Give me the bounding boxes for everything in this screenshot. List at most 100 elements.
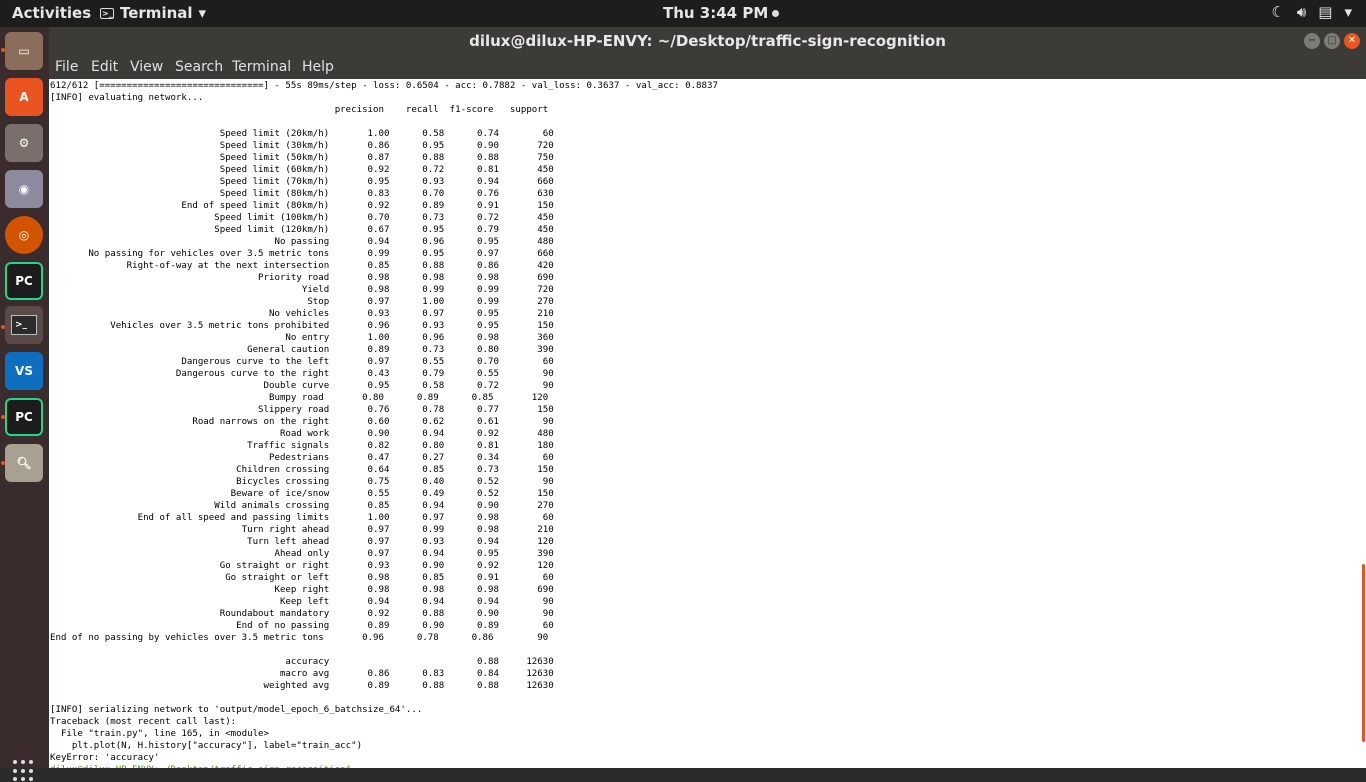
terminal-line: Turn left ahead 0.97 0.93 0.94 120 [247, 537, 554, 547]
vscode-icon[interactable]: VS [5, 352, 43, 390]
terminal-line: Go straight or left 0.98 0.85 0.91 60 [225, 573, 554, 583]
terminal-line: No entry 1.00 0.96 0.98 360 [285, 333, 554, 343]
terminal-line: KeyError: 'accuracy' [50, 753, 160, 763]
terminal-small-icon: >_ [100, 7, 114, 19]
terminal-line: Double curve 0.95 0.58 0.72 90 [263, 381, 554, 391]
menu-edit[interactable]: Edit [91, 59, 119, 75]
terminal-line: Keep right 0.98 0.98 0.98 690 [274, 585, 554, 595]
running-indicator [1, 415, 5, 419]
system-tray[interactable]: ☾ 🔊︎ ▤ ▾ [1271, 3, 1352, 21]
terminal-line: No vehicles 0.93 0.97 0.95 210 [268, 309, 554, 319]
terminal-line: Speed limit (50km/h) 0.87 0.88 0.88 750 [219, 153, 554, 163]
terminal-line: weighted avg 0.89 0.88 0.88 12630 [263, 681, 554, 691]
terminal-line: Speed limit (80km/h) 0.83 0.70 0.76 630 [219, 189, 554, 199]
menu-help[interactable]: Help [302, 59, 334, 75]
terminal-line: Dangerous curve to the right 0.43 0.79 0… [175, 369, 554, 379]
running-indicator [1, 461, 5, 465]
terminal-line: Beware of ice/snow 0.55 0.49 0.52 150 [230, 489, 554, 499]
files-icon[interactable]: ▭ [5, 32, 43, 70]
terminal-line: Traceback (most recent call last): [50, 717, 237, 727]
menu-terminal[interactable]: Terminal [232, 59, 292, 75]
clock[interactable]: Thu 3:44 PM [663, 4, 780, 22]
terminal-line: Road work 0.90 0.94 0.92 480 [279, 429, 554, 439]
terminal-line: Vehicles over 3.5 metric tons prohibited… [110, 321, 554, 331]
terminal-line: [INFO] serializing network to 'output/mo… [50, 705, 423, 715]
terminal-output[interactable]: 612/612 [==============================]… [49, 79, 1366, 768]
terminal-line: Speed limit (120km/h) 0.67 0.95 0.79 450 [214, 225, 554, 235]
running-indicator [1, 48, 5, 52]
pycharm-icon[interactable]: PC [5, 262, 43, 300]
terminal-line: Pedestrians 0.47 0.27 0.34 60 [268, 453, 554, 463]
terminal-line: End of all speed and passing limits 1.00… [137, 513, 554, 523]
terminal-line: Speed limit (30km/h) 0.86 0.95 0.90 720 [219, 141, 554, 151]
shell-prompt: dilux@dilux-HP-ENVY:~/Desktop/traffic-si… [50, 765, 351, 768]
terminal-line: Slippery road 0.76 0.78 0.77 150 [258, 405, 554, 415]
terminal-line: Go straight or right 0.93 0.90 0.92 120 [219, 561, 554, 571]
image-viewer-icon[interactable]: 🔍︎ [5, 444, 43, 482]
menu-view[interactable]: View [130, 59, 164, 75]
notification-dot-icon [772, 10, 780, 17]
screenshot-icon[interactable]: ◉ [5, 170, 43, 208]
dock: ▭ A ⚙ ◉ ◎ PC >_ VS PC 🔍︎ [0, 27, 49, 782]
settings-icon[interactable]: ⚙ [5, 124, 43, 162]
terminal-line: plt.plot(N, H.history["accuracy"], label… [71, 741, 363, 751]
terminal-line: Speed limit (60km/h) 0.92 0.72 0.81 450 [219, 165, 554, 175]
clipboard-icon[interactable]: ▤ [1318, 3, 1333, 21]
window-title: dilux@dilux-HP-ENVY: ~/Desktop/traffic-s… [469, 32, 946, 50]
terminal-line: macro avg 0.86 0.83 0.84 12630 [279, 669, 554, 679]
night-mode-icon[interactable]: ☾ [1271, 3, 1285, 21]
activities-button[interactable]: Activities [12, 4, 92, 22]
terminal-line: Roundabout mandatory 0.92 0.88 0.90 90 [219, 609, 554, 619]
app-menu-label: Terminal [120, 4, 193, 22]
maximize-icon[interactable]: □ [1324, 33, 1340, 49]
terminal-line: Traffic signals 0.82 0.80 0.81 180 [247, 441, 554, 451]
terminal-line: End of speed limit (80km/h) 0.92 0.89 0.… [181, 201, 554, 211]
system-menu-icon[interactable]: ▾ [1344, 3, 1352, 21]
window-controls: − □ ✕ [1304, 33, 1360, 49]
terminal-line: Priority road 0.98 0.98 0.98 690 [258, 273, 554, 283]
terminal-line: No passing for vehicles over 3.5 metric … [88, 249, 554, 259]
terminal-line: Road narrows on the right 0.60 0.62 0.61… [192, 417, 554, 427]
terminal-line: Dangerous curve to the left 0.97 0.55 0.… [181, 357, 554, 367]
terminal-line: Wild animals crossing 0.85 0.94 0.90 270 [214, 501, 554, 511]
terminal-line: Turn right ahead 0.97 0.99 0.98 210 [241, 525, 554, 535]
clock-label: Thu 3:44 PM [663, 4, 769, 22]
terminal-line: Stop 0.97 1.00 0.99 270 [307, 297, 554, 307]
firefox-icon[interactable]: ◎ [5, 216, 43, 254]
terminal-icon[interactable]: >_ [5, 306, 43, 344]
menu-bar: File Edit View Search Terminal Help [49, 56, 1366, 79]
show-applications-icon[interactable] [13, 760, 35, 782]
volume-icon[interactable]: 🔊︎ [1296, 3, 1307, 21]
terminal-text: 612/612 [==============================]… [49, 79, 1366, 768]
terminal-line: End of no passing 0.89 0.90 0.89 60 [236, 621, 554, 631]
terminal-line: End of no passing by vehicles over 3.5 m… [50, 633, 549, 643]
menu-file[interactable]: File [55, 59, 79, 75]
terminal-line: File "train.py", line 165, in <module> [60, 729, 269, 739]
terminal-line: Ahead only 0.97 0.94 0.95 390 [274, 549, 554, 559]
terminal-line: accuracy 0.88 12630 [285, 657, 554, 667]
minimize-icon[interactable]: − [1304, 33, 1320, 49]
terminal-line: Bicycles crossing 0.75 0.40 0.52 90 [236, 477, 554, 487]
terminal-line: No passing 0.94 0.96 0.95 480 [274, 237, 554, 247]
terminal-line: Bumpy road 0.80 0.89 0.85 120 [268, 393, 549, 403]
terminal-line: Keep left 0.94 0.94 0.94 90 [279, 597, 554, 607]
terminal-line: [INFO] evaluating network... [50, 93, 204, 103]
window-titlebar[interactable]: dilux@dilux-HP-ENVY: ~/Desktop/traffic-s… [49, 27, 1366, 56]
terminal-line: precision recall f1-score support [334, 105, 549, 115]
running-indicator [1, 325, 5, 329]
top-bar: Activities >_ Terminal ▾ Thu 3:44 PM ☾ 🔊… [0, 0, 1366, 27]
terminal-line: Yield 0.98 0.99 0.99 720 [301, 285, 554, 295]
software-center-icon[interactable]: A [5, 78, 43, 116]
terminal-line: Speed limit (70km/h) 0.95 0.93 0.94 660 [219, 177, 554, 187]
pycharm-2-icon[interactable]: PC [5, 398, 43, 436]
app-menu[interactable]: >_ Terminal ▾ [100, 4, 206, 22]
terminal-line: Right-of-way at the next intersection 0.… [126, 261, 554, 271]
menu-search[interactable]: Search [175, 59, 224, 75]
terminal-line: Children crossing 0.64 0.85 0.73 150 [236, 465, 554, 475]
terminal-line: 612/612 [==============================]… [50, 81, 718, 91]
terminal-line: Speed limit (100km/h) 0.70 0.73 0.72 450 [214, 213, 554, 223]
scrollbar[interactable] [1362, 564, 1365, 742]
close-icon[interactable]: ✕ [1344, 33, 1360, 49]
chevron-down-icon: ▾ [198, 4, 207, 22]
terminal-line: General caution 0.89 0.73 0.80 390 [247, 345, 554, 355]
